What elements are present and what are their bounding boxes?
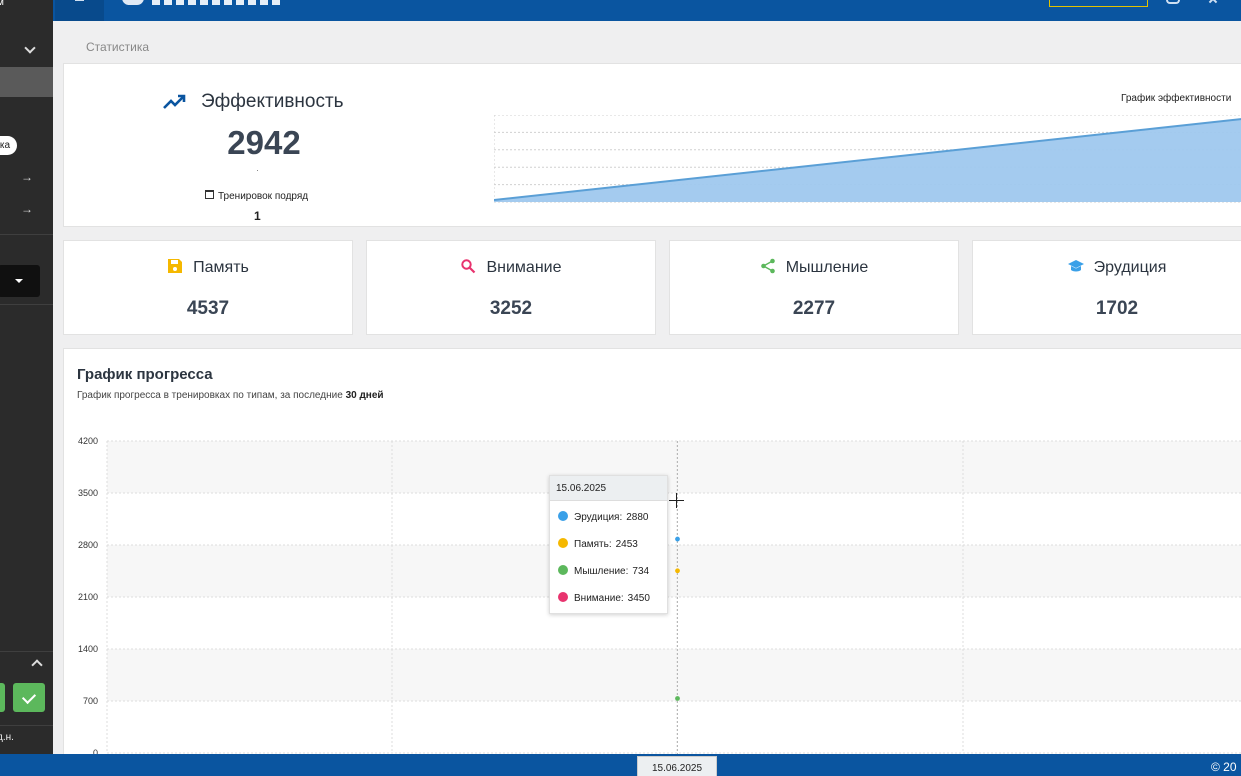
copyright: © 20 — [1211, 760, 1237, 774]
efficiency-title: Эффективность — [201, 91, 344, 112]
sidebar-pill[interactable]: ка — [0, 136, 17, 155]
graduation-cap-icon — [1067, 260, 1084, 272]
trending-up-icon — [163, 94, 186, 109]
divider — [0, 234, 53, 235]
streak-label: Тренировок подряд — [218, 191, 309, 202]
grid-band — [107, 649, 1241, 701]
header-button[interactable] — [1049, 0, 1148, 7]
stat-card-attention[interactable]: Внимание 3252 — [366, 240, 656, 335]
stat-card-thinking[interactable]: Мышление 2277 — [669, 240, 959, 335]
y-tick-label: 4200 — [78, 436, 98, 446]
stat-card-erudition[interactable]: Эрудиция 1702 — [972, 240, 1241, 335]
tooltip-row: Эрудиция: 2880 — [558, 511, 648, 523]
grid-band — [107, 493, 1241, 545]
stat-label: Память — [193, 259, 249, 276]
stat-label: Эрудиция — [1093, 259, 1167, 276]
chart-tooltip: 15.06.2025 Эрудиция: 2880 Память: 2453 Мыш… — [549, 475, 668, 614]
data-point — [675, 696, 680, 701]
efficiency-card: Эффективность 2942 Тренировок подряд 1 Г… — [63, 63, 1241, 227]
close-icon[interactable] — [1207, 0, 1219, 4]
progress-chart-title: График прогресса — [77, 366, 213, 383]
stat-card-memory[interactable]: Память 4537 — [63, 240, 353, 335]
check-button[interactable] — [13, 683, 45, 712]
progress-chart[interactable]: 4200 3500 2800 2100 1400 700 0 — [64, 429, 1241, 769]
tooltip-date: 15.06.2025 — [550, 476, 667, 501]
efficiency-chart-title: График эффективности — [1121, 93, 1232, 104]
y-tick-label: 700 — [83, 696, 98, 706]
search-icon — [461, 259, 476, 274]
arrow-right-icon[interactable]: → — [21, 202, 33, 216]
divider — [0, 725, 53, 726]
grid-band — [107, 701, 1241, 753]
y-tick-label: 1400 — [78, 644, 98, 654]
stat-label: Мышление — [785, 259, 869, 276]
crosshair-cursor — [669, 493, 684, 508]
sidebar-top-text: м — [0, 0, 4, 8]
y-tick-label: 2800 — [78, 540, 98, 550]
tooltip-row: Внимание: 3450 — [558, 592, 650, 604]
stat-label: Внимание — [486, 259, 562, 276]
floppy-icon — [168, 259, 183, 273]
data-point — [675, 568, 680, 574]
grid-band — [107, 597, 1241, 649]
bell-icon[interactable] — [1166, 0, 1180, 4]
efficiency-chart — [494, 115, 1241, 203]
y-tick-label: 0 — [93, 748, 98, 758]
stat-value: 3252 — [489, 298, 533, 319]
chevron-down-icon[interactable] — [24, 42, 36, 54]
streak-value: 1 — [254, 209, 261, 223]
grid-band — [107, 441, 1241, 493]
chevron-up-icon[interactable] — [0, 651, 53, 675]
footer: © 20 — [0, 754, 1241, 776]
x-axis-tooltip: 15.06.2025 — [637, 756, 717, 776]
logo[interactable] — [122, 0, 292, 5]
breadcrumb[interactable]: Статистика — [86, 40, 150, 54]
share-icon — [760, 258, 775, 274]
grid-band — [107, 545, 1241, 597]
series-line — [494, 118, 1241, 201]
confirm-button-partial[interactable] — [0, 683, 5, 712]
stat-value: 1702 — [1095, 298, 1139, 319]
y-tick-label: 3500 — [78, 488, 98, 498]
progress-chart-subtitle: График прогресса в тренировках по типам,… — [77, 390, 384, 401]
arrow-right-icon[interactable]: → — [21, 170, 33, 184]
stat-value: 2277 — [792, 298, 836, 319]
tooltip-row: Память: 2453 — [558, 538, 638, 550]
separator-dot — [257, 170, 258, 171]
menu-toggle-button[interactable] — [55, 0, 104, 21]
sidebar-item-active[interactable] — [0, 67, 53, 97]
y-tick-label: 2100 — [78, 592, 98, 602]
sidebar: м ка → → д.н. — [0, 0, 53, 776]
top-header — [0, 0, 1241, 21]
divider — [0, 304, 53, 305]
stat-value: 4537 — [186, 298, 230, 319]
sidebar-dropdown[interactable] — [0, 265, 40, 297]
tooltip-row: Мышление: 734 — [558, 565, 649, 577]
data-point — [675, 536, 680, 542]
calendar-icon — [205, 190, 214, 199]
efficiency-value: 2942 — [227, 124, 301, 161]
